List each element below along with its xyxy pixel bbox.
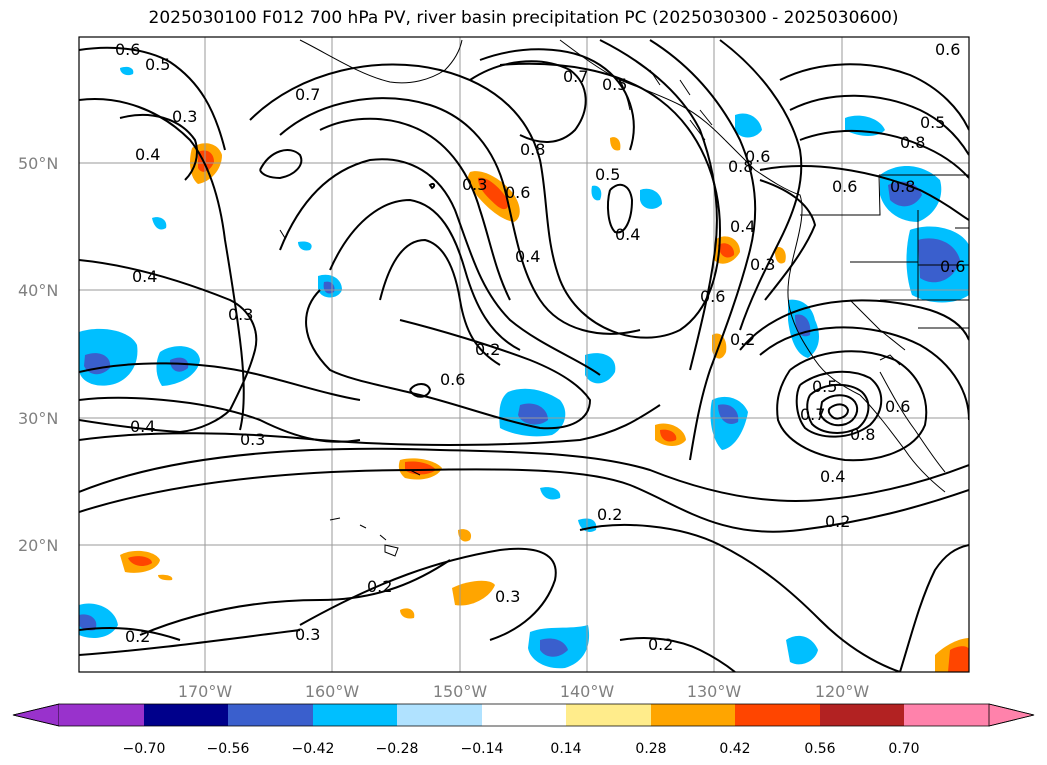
contour-label: 0.8: [890, 177, 915, 196]
colorbar-tick-label: −0.42: [292, 741, 335, 757]
lon-label-150w: 150°W: [433, 682, 488, 701]
colorbar-tick-label: 0.42: [719, 741, 750, 757]
colorbar-segment: [144, 704, 228, 726]
contour-label: 0.2: [730, 330, 755, 349]
colorbar-segment: [482, 704, 566, 726]
lat-label-30n: 30°N: [18, 409, 58, 428]
contour-label: 0.5: [595, 165, 620, 184]
contour-label: 0.3: [240, 430, 265, 449]
contour-label: 0.6: [940, 257, 965, 276]
pv-contours: [79, 39, 969, 672]
contour-labels: 0.6 0.5 0.3 0.4 0.7 0.5 0.6 0.8 0.3 0.6 …: [115, 40, 965, 654]
contour-label: 0.4: [130, 417, 155, 436]
contour-label: 0.4: [615, 225, 640, 244]
contour-label: 0.7: [800, 405, 825, 424]
contour-label: 0.3: [172, 107, 197, 126]
contour-label: 0.2: [125, 627, 150, 646]
contour-label: 0.4: [132, 267, 157, 286]
colorbar-tick-label: 0.28: [635, 741, 666, 757]
colorbar-segment: [59, 704, 144, 726]
contour-label: 0.6: [115, 40, 140, 59]
contour-label: 0.5: [602, 75, 627, 94]
gridlines: [79, 37, 969, 672]
contour-label: 0.7: [563, 67, 588, 86]
contour-label: 0.6: [832, 177, 857, 196]
map-title: 2025030100 F012 700 hPa PV, river basin …: [148, 8, 899, 28]
contour-label: 0.6: [440, 370, 465, 389]
contour-label: 0.5: [812, 377, 837, 396]
contour-label: 0.3: [228, 305, 253, 324]
contour-label: 0.5: [920, 113, 945, 132]
contour-label: 0.2: [475, 340, 500, 359]
lat-label-20n: 20°N: [18, 536, 58, 555]
colorbar-tick-label: −0.28: [376, 741, 419, 757]
colorbar-tick-label: 0.14: [550, 741, 581, 757]
colorbar-tick-label: −0.56: [207, 741, 250, 757]
colorbar: −0.70 −0.56 −0.42 −0.28 −0.14 0.14 0.28 …: [12, 703, 1035, 757]
contour-label: 0.6: [935, 40, 960, 59]
contour-label: 0.7: [295, 85, 320, 104]
lon-label-120w: 120°W: [815, 682, 870, 701]
colorbar-segment: [735, 704, 820, 726]
contour-label: 0.4: [515, 247, 540, 266]
contour-label: 0.6: [505, 183, 530, 202]
lon-label-130w: 130°W: [687, 682, 742, 701]
contour-label: 0.3: [462, 175, 487, 194]
contour-label: 0.2: [648, 635, 673, 654]
contour-label: 0.6: [745, 147, 770, 166]
lat-label-40n: 40°N: [18, 281, 58, 300]
colorbar-segment: [313, 704, 397, 726]
colorbar-tick-label: 0.56: [804, 741, 835, 757]
contour-label: 0.3: [750, 255, 775, 274]
contour-label: 0.4: [730, 217, 755, 236]
longitude-labels: 170°W 160°W 150°W 140°W 130°W 120°W: [178, 682, 870, 701]
contour-label: 0.2: [825, 512, 850, 531]
contour-label: 0.3: [295, 625, 320, 644]
colorbar-tick-label: −0.14: [461, 741, 504, 757]
contour-label: 0.8: [900, 133, 925, 152]
contour-label: 0.4: [820, 467, 845, 486]
contour-label: 0.8: [728, 157, 753, 176]
colorbar-tick-label: −0.70: [123, 741, 166, 757]
colorbar-segment: [397, 704, 482, 726]
contour-label: 0.8: [850, 425, 875, 444]
contour-label: 0.6: [700, 287, 725, 306]
latitude-labels: 50°N 40°N 30°N 20°N: [18, 154, 58, 555]
contour-label: 0.4: [135, 145, 160, 164]
contour-label: 0.3: [495, 587, 520, 606]
coastlines: [279, 39, 969, 557]
colorbar-segment: [12, 703, 60, 727]
lon-label-160w: 160°W: [305, 682, 360, 701]
colorbar-tick-label: 0.70: [888, 741, 919, 757]
precipitation-shading: [79, 66, 969, 672]
colorbar-segment: [988, 703, 1035, 727]
colorbar-segment: [228, 704, 313, 726]
contour-label: 0.5: [145, 55, 170, 74]
colorbar-segment: [651, 704, 735, 726]
contour-label: 0.2: [367, 577, 392, 596]
lon-label-140w: 140°W: [560, 682, 615, 701]
map-border: [78, 36, 970, 673]
colorbar-segment: [904, 704, 989, 726]
contour-label: 0.6: [885, 397, 910, 416]
contour-label: 0.8: [520, 140, 545, 159]
lat-label-50n: 50°N: [18, 154, 58, 173]
colorbar-segment: [566, 704, 651, 726]
contour-label: 0.2: [597, 505, 622, 524]
lon-label-170w: 170°W: [178, 682, 233, 701]
colorbar-segment: [820, 704, 904, 726]
